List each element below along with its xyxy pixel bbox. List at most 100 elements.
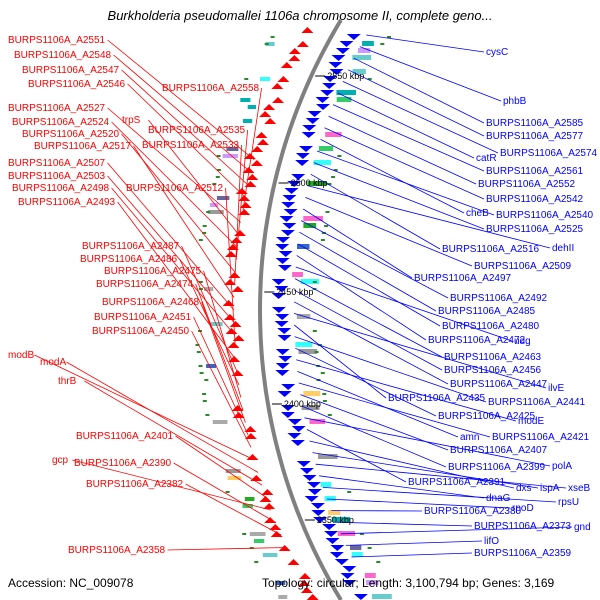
scale-label-layer: 2550 kbp 2500 kbp 2450 kbp 2400 kbp 2350 kbp bbox=[264, 71, 364, 525]
reverse-gene-arrow bbox=[339, 41, 354, 47]
leader-line-forward bbox=[242, 87, 262, 211]
reverse-gene-arrow bbox=[274, 321, 289, 327]
gene-label-forward: BURPS1106A_A2450 bbox=[92, 326, 190, 337]
feature-block bbox=[216, 196, 230, 200]
leader-line-reverse bbox=[295, 266, 513, 342]
forward-gene-arrow bbox=[244, 426, 257, 432]
leader-line-reverse bbox=[301, 220, 449, 299]
leader-line-forward bbox=[185, 483, 282, 536]
leader-line-reverse bbox=[353, 57, 485, 124]
leader-line-forward bbox=[234, 144, 242, 286]
forward-gene-arrow bbox=[288, 48, 301, 54]
gene-label-reverse: rpsU bbox=[558, 497, 579, 508]
reverse-gene-arrow bbox=[304, 496, 319, 502]
track-tick bbox=[312, 330, 317, 332]
track-tick bbox=[244, 78, 249, 80]
leader-line-forward bbox=[107, 162, 235, 311]
track-tick bbox=[195, 344, 200, 346]
track-tick bbox=[321, 232, 326, 234]
forward-gene-arrow bbox=[263, 104, 276, 110]
gene-label-forward: BURPS1106A_A2507 bbox=[8, 158, 106, 169]
scale-label: 2500 kbp bbox=[291, 178, 328, 188]
gene-label-reverse: BURPS1106A_A2492 bbox=[450, 293, 548, 304]
gene-label-forward: BURPS1106A_A2547 bbox=[22, 65, 120, 76]
leader-line-forward bbox=[111, 187, 235, 336]
gene-label-reverse: BURPS1106A_A2577 bbox=[486, 131, 584, 142]
reverse-gene-arrow bbox=[287, 433, 302, 439]
leader-line-reverse bbox=[351, 552, 473, 558]
gene-label-forward: BURPS1106A_A2451 bbox=[94, 312, 192, 323]
label-leader-layer bbox=[34, 34, 573, 558]
feature-block bbox=[331, 517, 350, 522]
leader-line-reverse bbox=[294, 336, 487, 403]
gene-label-reverse: xseB bbox=[568, 483, 591, 494]
forward-gene-arrow bbox=[270, 531, 283, 537]
reverse-gene-arrow bbox=[277, 328, 292, 334]
gene-label-reverse: BURPS1106A_A2399 bbox=[448, 462, 546, 473]
feature-block bbox=[320, 482, 332, 487]
leader-line-reverse bbox=[335, 521, 473, 527]
track-tick bbox=[202, 393, 207, 395]
forward-gene-arrow bbox=[225, 251, 237, 257]
reverse-gene-arrow bbox=[299, 146, 313, 152]
scale-label: 2400 kbp bbox=[284, 399, 321, 409]
gene-label-forward: BURPS1106A_A2401 bbox=[76, 431, 174, 442]
gene-label-reverse: BURPS1106A_A2574 bbox=[500, 148, 598, 159]
feature-block bbox=[275, 581, 286, 585]
gene-label-forward: BURPS1106A_A2548 bbox=[14, 50, 112, 61]
leader-line-reverse bbox=[296, 255, 427, 341]
track-tick bbox=[333, 169, 338, 171]
gene-label-reverse: BURPS1106A_A2391 bbox=[408, 477, 506, 488]
gene-label-reverse: cysC bbox=[486, 47, 508, 58]
reverse-gene-arrow bbox=[324, 531, 339, 537]
leader-line-reverse bbox=[316, 150, 495, 216]
feature-block bbox=[292, 272, 303, 277]
reverse-gene-arrow bbox=[282, 223, 297, 229]
leader-line-reverse bbox=[342, 81, 499, 154]
gene-label-reverse: BURPS1106A_A2456 bbox=[444, 365, 542, 376]
track-tick bbox=[196, 351, 201, 353]
leader-line-forward bbox=[201, 301, 246, 423]
gene-label-reverse: gnd bbox=[574, 522, 591, 533]
leader-line-reverse bbox=[302, 405, 447, 468]
leader-line-forward bbox=[195, 283, 244, 411]
gene-label-forward: BURPS1106A_A2546 bbox=[28, 79, 126, 90]
reverse-gene-arrow bbox=[271, 293, 286, 299]
gene-label-forward: BURPS1106A_A2486 bbox=[80, 254, 178, 265]
reverse-gene-arrow bbox=[271, 279, 286, 285]
gene-label-forward: BURPS1106A_A2503 bbox=[8, 171, 106, 182]
track-tick bbox=[320, 372, 325, 374]
gene-label-forward: BURPS1106A_A2498 bbox=[12, 183, 110, 194]
track-tick bbox=[242, 533, 247, 535]
leader-line-reverse bbox=[294, 278, 443, 358]
leader-line-reverse bbox=[315, 463, 567, 489]
feature-block bbox=[227, 476, 242, 480]
forward-gene-arrow bbox=[228, 272, 241, 278]
gene-label-reverse: dehII bbox=[552, 243, 574, 254]
reverse-gene-arrow bbox=[295, 160, 310, 166]
reverse-gene-arrow bbox=[277, 391, 292, 397]
feature-block bbox=[212, 420, 228, 424]
gene-label-forward: trpS bbox=[122, 115, 141, 126]
gene-label-reverse: udg bbox=[514, 336, 531, 347]
feature-block bbox=[362, 41, 374, 46]
feature-block bbox=[309, 419, 326, 424]
leader-line-forward bbox=[225, 187, 236, 348]
gene-label-reverse: BURPS1106A_A2359 bbox=[474, 548, 572, 559]
forward-gene-arrow bbox=[287, 559, 300, 565]
gene-label-forward: BURPS1106A_A2487 bbox=[82, 241, 180, 252]
track-tick bbox=[254, 561, 259, 563]
track-tick bbox=[322, 393, 327, 395]
gene-label-reverse: rpoD bbox=[512, 503, 534, 514]
reverse-gene-arrow bbox=[295, 153, 310, 159]
leader-line-reverse bbox=[302, 208, 413, 279]
forward-gene-arrow bbox=[259, 496, 272, 502]
forward-gene-arrow bbox=[296, 41, 309, 47]
leader-line-forward bbox=[148, 119, 240, 236]
track-tick bbox=[198, 281, 203, 283]
reverse-gene-arrow bbox=[328, 62, 343, 68]
track-tick bbox=[202, 225, 207, 227]
leader-line-forward bbox=[173, 462, 277, 523]
leader-line-reverse bbox=[324, 127, 485, 200]
